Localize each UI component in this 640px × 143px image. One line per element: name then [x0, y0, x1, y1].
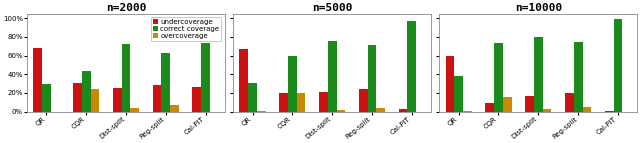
- Bar: [279, 93, 288, 112]
- Bar: [534, 37, 543, 112]
- Bar: [408, 21, 416, 112]
- Title: n=5000: n=5000: [312, 3, 353, 13]
- Bar: [614, 19, 622, 112]
- Bar: [525, 96, 534, 112]
- Bar: [257, 111, 266, 112]
- Bar: [319, 92, 328, 112]
- Title: n=10000: n=10000: [515, 3, 562, 13]
- Bar: [463, 111, 472, 112]
- Bar: [582, 107, 591, 112]
- Bar: [288, 56, 297, 112]
- Bar: [494, 42, 503, 112]
- Bar: [376, 108, 385, 112]
- Bar: [297, 93, 305, 112]
- Bar: [73, 83, 82, 112]
- Bar: [399, 109, 408, 112]
- Bar: [543, 109, 552, 112]
- Bar: [605, 111, 614, 112]
- Bar: [161, 53, 170, 112]
- Bar: [565, 93, 573, 112]
- Bar: [122, 44, 131, 112]
- Bar: [573, 42, 582, 112]
- Bar: [33, 48, 42, 112]
- Bar: [170, 105, 179, 112]
- Bar: [454, 76, 463, 112]
- Bar: [445, 56, 454, 112]
- Bar: [193, 87, 201, 112]
- Bar: [153, 85, 161, 112]
- Bar: [337, 110, 346, 112]
- Bar: [131, 108, 139, 112]
- Bar: [82, 70, 90, 112]
- Bar: [503, 97, 511, 112]
- Legend: undercoverage, correct coverage, overcoverage: undercoverage, correct coverage, overcov…: [150, 17, 221, 41]
- Bar: [239, 49, 248, 112]
- Bar: [328, 41, 337, 112]
- Bar: [201, 43, 210, 112]
- Title: n=2000: n=2000: [106, 3, 146, 13]
- Bar: [113, 88, 122, 112]
- Bar: [90, 89, 99, 112]
- Bar: [42, 84, 51, 112]
- Bar: [485, 103, 494, 112]
- Bar: [367, 45, 376, 112]
- Bar: [359, 89, 367, 112]
- Bar: [248, 83, 257, 112]
